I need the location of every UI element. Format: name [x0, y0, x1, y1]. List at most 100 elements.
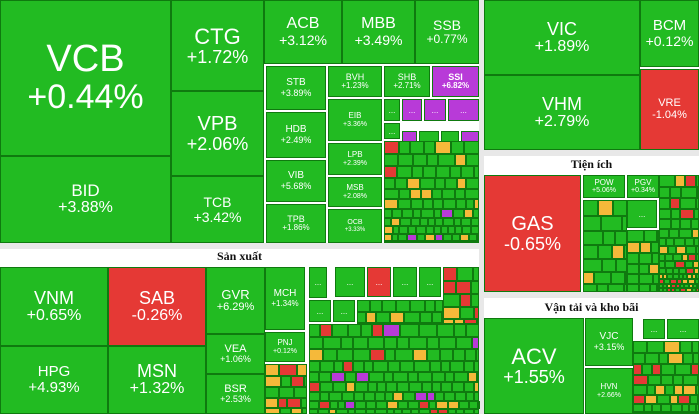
mini-tile [357, 323, 369, 325]
tile-hvn[interactable]: HVN +2.66% [585, 368, 633, 414]
mini-tile [690, 395, 698, 404]
mini-tile [633, 364, 642, 375]
small-tile[interactable]: ... [448, 99, 479, 121]
small-tile[interactable]: ... [667, 319, 699, 339]
tile-mbb[interactable]: MBB +3.49% [342, 0, 415, 64]
mini-tile [384, 199, 398, 209]
tile-ssi[interactable]: SSI +6.82% [432, 66, 479, 97]
tile-ssb[interactable]: SSB +0.77% [415, 0, 479, 64]
mini-tile [652, 404, 661, 412]
mini-tile [368, 337, 384, 349]
mini-tile [462, 226, 471, 234]
tile-ticker: HVN [600, 382, 618, 392]
mini-tile [671, 288, 675, 292]
mini-tile [304, 376, 307, 387]
tile-eib[interactable]: EIB +3.36% [328, 99, 382, 141]
mini-tile [279, 364, 297, 376]
mini-tile [336, 409, 348, 414]
mini-tile [346, 382, 355, 392]
mini-tile [466, 199, 474, 209]
small-tile[interactable]: ... [643, 319, 665, 339]
tile-vic[interactable]: VIC +1.89% [484, 0, 640, 75]
tile-bcm[interactable]: BCM +0.12% [640, 0, 699, 67]
tile-hdb[interactable]: HDB +2.49% [266, 112, 326, 158]
small-tile[interactable]: ... [309, 300, 331, 322]
tile-bvh[interactable]: BVH +1.23% [328, 66, 382, 97]
tile-mch[interactable]: MCH +1.34% [265, 267, 305, 330]
mini-tile [474, 307, 479, 319]
tile-vib[interactable]: VIB +5.68% [266, 160, 326, 202]
mini-tile [291, 376, 304, 387]
mini-tile [382, 300, 396, 312]
mini-tile [342, 392, 354, 401]
mini-tile [633, 395, 645, 404]
tile-vre[interactable]: VRE -1.04% [640, 69, 699, 150]
tile-vjc[interactable]: VJC +3.15% [585, 318, 633, 366]
mini-tile [452, 241, 459, 243]
small-tile[interactable]: ... [367, 267, 391, 297]
tile-vhm[interactable]: VHM +2.79% [484, 75, 640, 150]
mini-tile [624, 284, 627, 292]
tile-shb[interactable]: SHB +2.71% [384, 66, 430, 97]
small-tile[interactable]: ... [384, 99, 400, 121]
tile-vcb[interactable]: VCB +0.44% [0, 0, 171, 156]
small-tile[interactable]: ... [424, 99, 446, 121]
small-tile[interactable]: ... [402, 99, 422, 121]
small-tile[interactable]: ... [309, 267, 327, 298]
ellipsis-label: ... [388, 105, 396, 115]
tile-tpb[interactable]: TPB +1.86% [266, 204, 326, 243]
small-tile[interactable]: ... [335, 267, 365, 297]
mini-tile [675, 175, 685, 187]
tile-stb[interactable]: STB +3.89% [266, 66, 326, 110]
tile-vnm[interactable]: VNM +0.65% [0, 267, 108, 346]
tile-change: +2.71% [393, 81, 421, 91]
tile-pnj[interactable]: PNJ +0.12% [265, 332, 305, 362]
tile-ticker: ACV [511, 344, 557, 369]
tile-change: +3.89% [280, 87, 312, 98]
mini-tile [320, 382, 333, 392]
small-tile[interactable]: ... [384, 123, 400, 139]
mini-tile [413, 209, 421, 218]
tile-acv[interactable]: ACV +1.55% [484, 318, 584, 414]
small-tile[interactable]: ... [627, 200, 657, 228]
mini-tile [667, 274, 673, 279]
mini-tile [659, 209, 671, 219]
mini-tile [583, 200, 598, 216]
mini-tile [661, 375, 673, 385]
mini-tile [691, 364, 699, 375]
tile-gvr[interactable]: GVR +6.29% [206, 267, 265, 334]
tile-change: +1.32% [129, 380, 185, 398]
tile-change: +2.66% [597, 391, 621, 399]
mini-tile [320, 324, 332, 337]
tile-acb[interactable]: ACB +3.12% [264, 0, 342, 64]
tile-ctg[interactable]: CTG +1.72% [171, 0, 264, 91]
tile-pow[interactable]: POW +5.06% [583, 175, 625, 198]
mini-tile [464, 409, 474, 414]
mini-tile [318, 409, 329, 414]
mini-tile [583, 231, 603, 245]
tile-gas[interactable]: GAS -0.65% [484, 175, 581, 292]
small-tile[interactable]: ... [333, 300, 355, 322]
tile-pgv[interactable]: PGV +0.34% [627, 175, 659, 198]
tile-ocb[interactable]: OCB +3.33% [328, 209, 382, 243]
tile-msn[interactable]: MSN +1.32% [108, 346, 206, 414]
tile-bsr[interactable]: BSR +2.53% [206, 374, 265, 414]
mini-tile [333, 382, 346, 392]
tile-tcb[interactable]: TCB +3.42% [171, 176, 264, 243]
tile-bid[interactable]: BID +3.88% [0, 156, 171, 243]
small-tile[interactable]: ... [419, 267, 441, 297]
tile-lpb[interactable]: LPB +2.39% [328, 143, 382, 175]
small-tile[interactable]: ... [393, 267, 417, 297]
mini-tile [622, 216, 627, 231]
tile-vea[interactable]: VEA +1.06% [206, 334, 265, 374]
tile-hpg[interactable]: HPG +4.93% [0, 346, 108, 414]
tile-vpb[interactable]: VPB +2.06% [171, 91, 264, 176]
mini-tile [444, 392, 455, 401]
tile-msb[interactable]: MSB +2.08% [328, 177, 382, 207]
mini-tile [671, 209, 680, 219]
mini-tile [671, 284, 676, 288]
tile-sab[interactable]: SAB -0.26% [108, 267, 206, 346]
mini-tile [402, 209, 413, 218]
mini-tile [309, 401, 319, 409]
mini-tile [687, 274, 692, 279]
